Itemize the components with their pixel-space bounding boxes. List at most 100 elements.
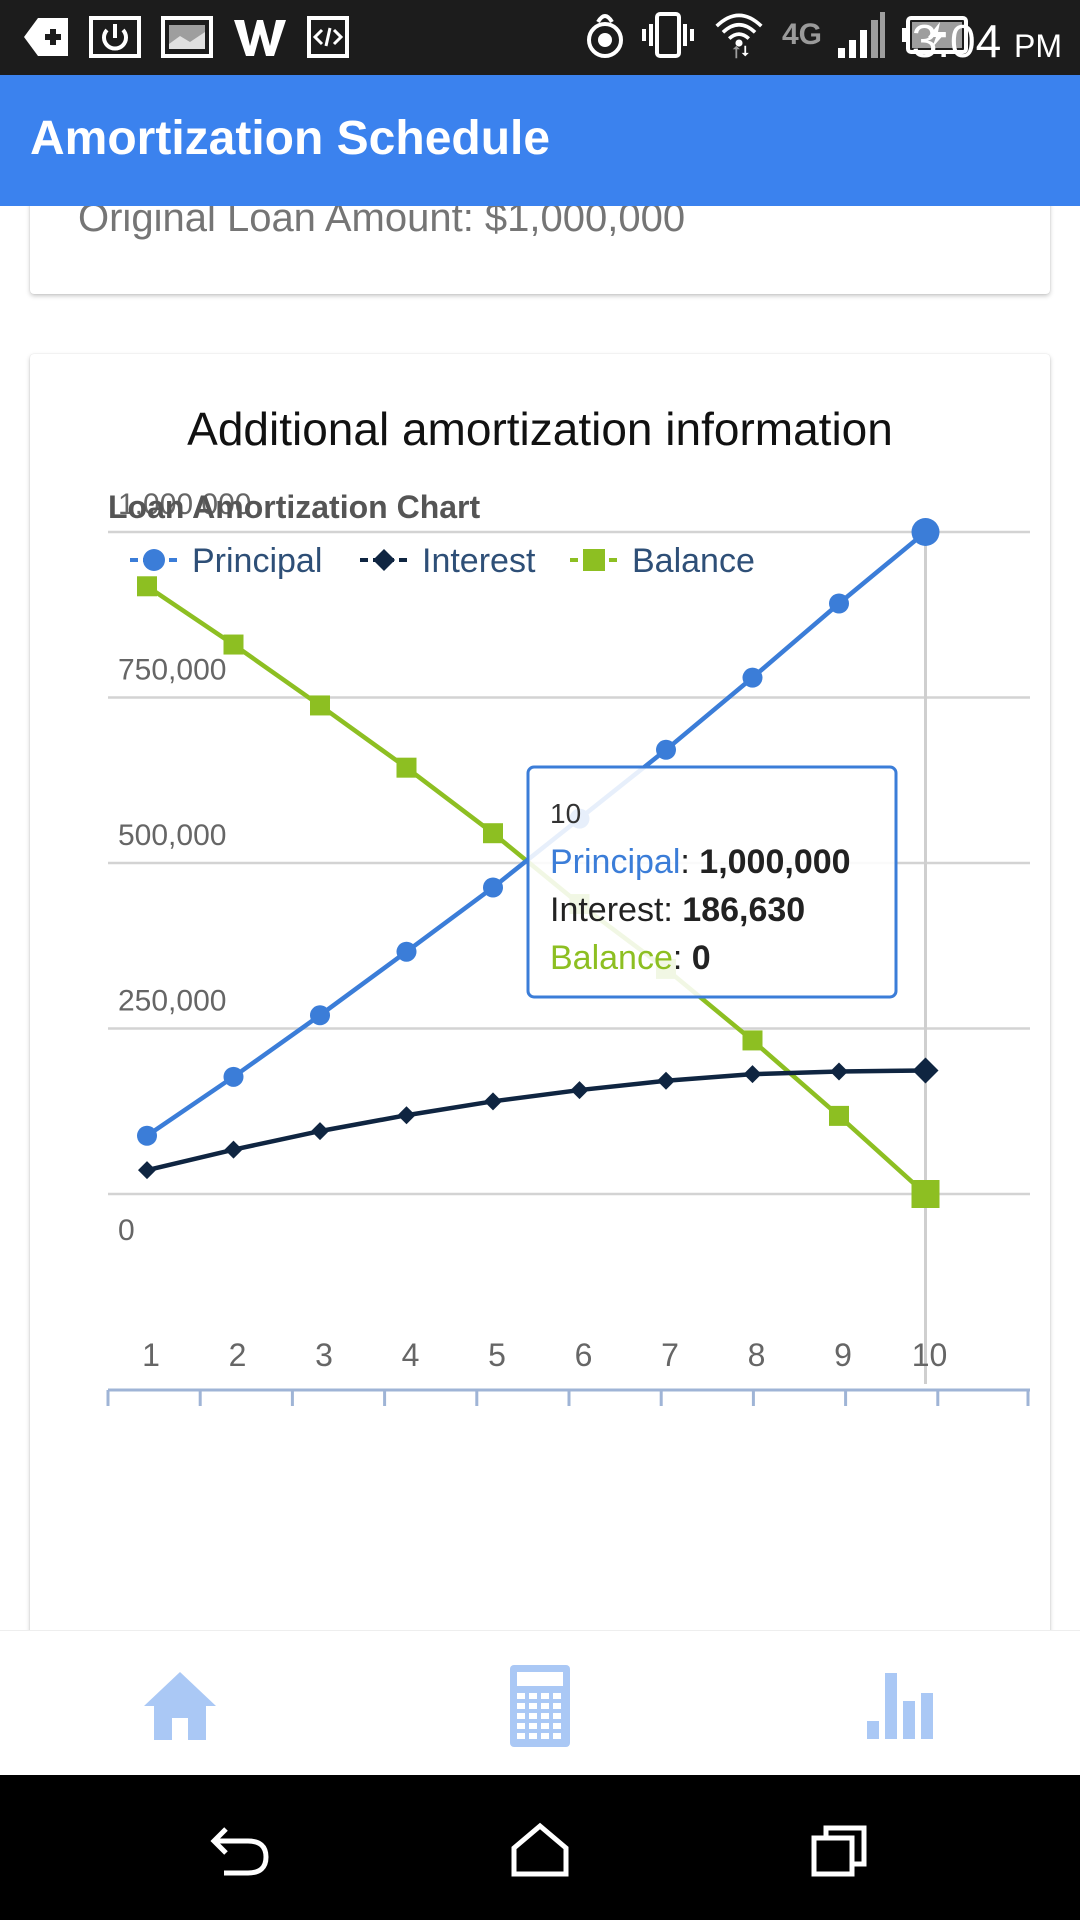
data-point-principal: [396, 941, 417, 962]
loan-summary-card: Original Loan Amount: $1,000,000: [30, 206, 1050, 294]
status-right-icons: 4G: [584, 10, 970, 60]
system-home-button[interactable]: [490, 1805, 590, 1895]
series-line-interest: [146, 1068, 926, 1173]
tooltip-separator: :: [663, 891, 682, 929]
x-tick-label: 10: [912, 1337, 948, 1373]
data-point-principal: [656, 739, 676, 760]
add-box-icon: [24, 18, 68, 56]
tooltip-value: 1,000,000: [699, 843, 850, 881]
battery-charging-icon: [902, 16, 968, 54]
tooltip-series-name: Interest: [550, 891, 664, 929]
tooltip-separator: :: [673, 939, 692, 977]
recents-icon: [811, 1825, 867, 1877]
calculator-key: [541, 1723, 549, 1729]
data-point-principal: [829, 593, 849, 614]
loan-amortization-chart[interactable]: 0 250,000 500,000 750,000 1,000,000 1 2 3 4 5 6 7 8…: [30, 354, 1050, 1630]
tooltip-separator: :: [680, 843, 699, 881]
legend-label[interactable]: Principal: [192, 542, 322, 580]
system-recents-button[interactable]: [790, 1805, 890, 1895]
amortization-info-card: Additional amortization information 0 2 50…: [30, 354, 1050, 1630]
calculator-key: [529, 1733, 537, 1739]
calculator-key: [517, 1713, 525, 1719]
status-left-icons: [22, 12, 350, 62]
y-tick-label: 500,000: [118, 819, 226, 852]
data-point-balance: [223, 634, 244, 655]
x-tick-label: 5: [488, 1337, 506, 1373]
calculator-key: [541, 1693, 549, 1699]
data-point-principal: [137, 1125, 157, 1146]
wifi-icon: [715, 13, 763, 59]
data-point-principal: [911, 518, 940, 546]
data-point-interest: [830, 1062, 848, 1081]
calculator-key: [517, 1703, 525, 1709]
data-point-interest: [657, 1071, 675, 1090]
x-tick-label: 6: [575, 1337, 593, 1373]
bottom-navigation: [0, 1630, 1080, 1776]
scroll-content[interactable]: Original Loan Amount: $1,000,000 Additio…: [0, 206, 1080, 1630]
data-point-interest: [912, 1057, 939, 1084]
y-tick-label: 750,000: [118, 654, 226, 687]
calculator-key: [517, 1733, 525, 1739]
back-icon: [210, 1827, 269, 1876]
data-point-balance: [137, 576, 157, 597]
data-point-interest: [311, 1122, 329, 1141]
calculator-key: [553, 1703, 561, 1709]
data-point-interest: [397, 1106, 416, 1125]
calculator-key: [553, 1693, 561, 1699]
bar-chart-icon: [867, 1673, 933, 1739]
app-bar: Amortization Schedule: [0, 75, 1080, 206]
x-tick-label: 2: [229, 1337, 247, 1373]
calculator-key: [541, 1713, 549, 1719]
tooltip-series-name: Balance: [550, 939, 673, 977]
data-point-balance: [829, 1105, 849, 1126]
network-type-label: 4G: [781, 18, 822, 51]
tooltip-row: Interest: 186,630: [550, 891, 805, 929]
system-navigation-bar: [0, 1775, 1080, 1920]
power-icon: [89, 16, 141, 58]
tooltip-value: 0: [692, 939, 711, 977]
calculator-key: [553, 1733, 561, 1739]
legend-marker: [143, 549, 165, 571]
calculator-key: [529, 1723, 537, 1729]
x-tick-label: 9: [834, 1337, 852, 1373]
nav-chart-button[interactable]: [850, 1661, 950, 1751]
calculator-key: [529, 1703, 537, 1709]
data-point-principal: [742, 667, 763, 688]
system-back-button[interactable]: [190, 1805, 290, 1895]
fire-icon: [586, 14, 623, 58]
data-point-interest: [743, 1065, 762, 1084]
vibrate-icon: [641, 12, 694, 58]
x-tick-label: 8: [748, 1337, 766, 1373]
data-point-interest: [484, 1092, 502, 1111]
calculator-key: [553, 1713, 561, 1719]
status-bar: 4G 3:04 PM: [0, 0, 1080, 75]
calculator-key: [541, 1733, 549, 1739]
legend-marker: [373, 549, 395, 571]
nav-home-button[interactable]: [130, 1661, 230, 1751]
x-tick-label: 3: [315, 1337, 333, 1373]
home-icon: [144, 1672, 216, 1740]
original-loan-amount-text: Original Loan Amount: $1,000,000: [78, 206, 686, 240]
x-tick-label: 4: [402, 1337, 420, 1373]
signal-icon: [838, 12, 885, 58]
calculator-key: [529, 1713, 537, 1719]
tooltip-row: Principal: 1,000,000: [550, 843, 851, 881]
data-point-balance: [742, 1030, 763, 1051]
legend-label[interactable]: Interest: [422, 542, 536, 580]
data-point-balance: [396, 757, 417, 778]
calculator-key: [541, 1703, 549, 1709]
data-point-principal: [310, 1005, 330, 1026]
nav-calculator-button[interactable]: [490, 1661, 590, 1751]
legend-label[interactable]: Balance: [632, 542, 755, 580]
data-point-principal: [223, 1066, 244, 1087]
tooltip-row: Balance: 0: [550, 939, 711, 977]
tooltip-header: 10: [550, 798, 581, 829]
data-point-balance: [310, 695, 330, 716]
data-point-interest: [138, 1161, 156, 1180]
card-title: Additional amortization information: [187, 403, 893, 455]
tooltip-box: [526, 765, 898, 999]
calculator-key: [529, 1693, 537, 1699]
calculator-icon: [510, 1665, 570, 1747]
calculator-key: [517, 1723, 525, 1729]
status-time-ampm: PM: [1014, 28, 1062, 64]
